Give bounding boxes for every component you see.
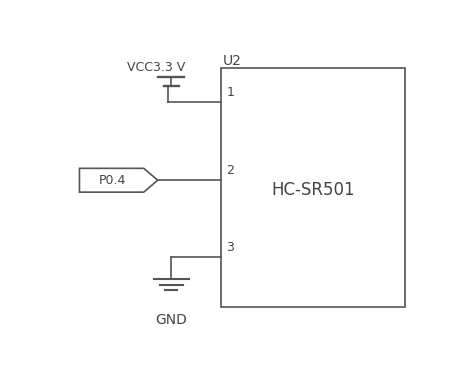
Text: HC-SR501: HC-SR501 [271, 181, 355, 199]
Text: U2: U2 [223, 54, 242, 68]
Text: 3: 3 [227, 241, 234, 254]
Polygon shape [80, 168, 158, 192]
Bar [221, 69, 404, 307]
Text: VCC3.3 V: VCC3.3 V [128, 61, 186, 74]
Text: 1: 1 [227, 86, 234, 99]
Text: 2: 2 [227, 164, 234, 177]
Text: P0.4: P0.4 [99, 174, 126, 187]
Text: GND: GND [155, 313, 187, 327]
